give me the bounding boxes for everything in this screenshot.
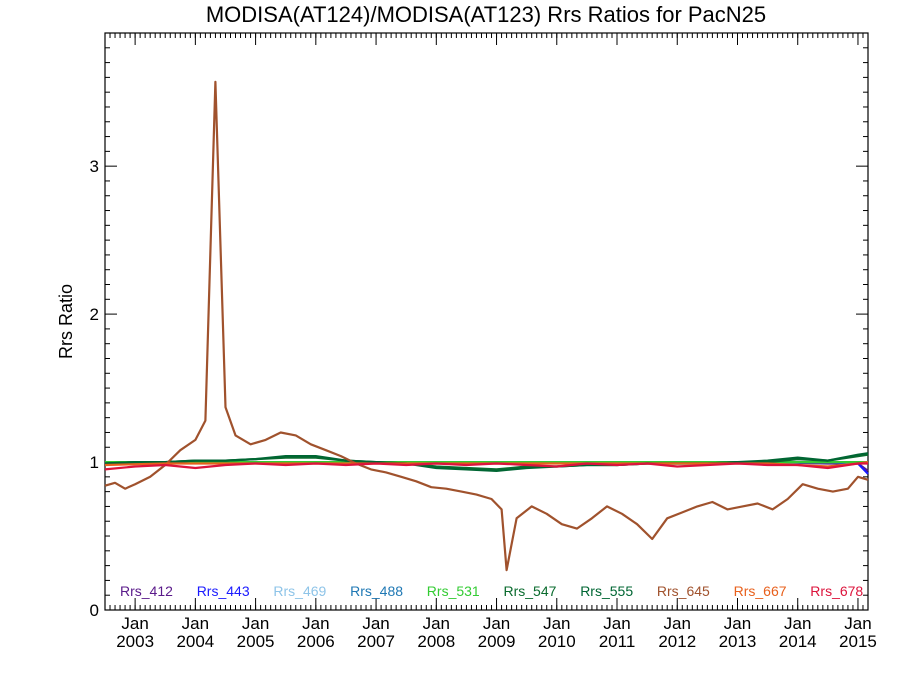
- x-tick-label-month: Jan: [242, 614, 269, 633]
- legend-entry-rrs-645: Rrs_645: [657, 583, 710, 599]
- series-line-rrs-645: [104, 80, 869, 572]
- x-tick-label-month: Jan: [603, 614, 630, 633]
- legend-entry-rrs-443: Rrs_443: [197, 583, 250, 599]
- series-line-rrs-555: [104, 452, 869, 472]
- plot-frame: [104, 32, 869, 611]
- legend-entry-rrs-678: Rrs_678: [810, 583, 863, 599]
- x-tick-label-year: 2014: [779, 632, 817, 651]
- x-tick-label-month: Jan: [121, 614, 148, 633]
- x-tick-label-year: 2011: [599, 632, 636, 651]
- y-tick-label: 0: [90, 601, 99, 620]
- x-tick-label-month: Jan: [844, 614, 871, 633]
- chart-title: MODISA(AT124)/MODISA(AT123) Rrs Ratios f…: [206, 2, 766, 27]
- y-tick-label: 3: [90, 157, 99, 176]
- x-tick-label-month: Jan: [724, 614, 751, 633]
- x-tick-label-month: Jan: [784, 614, 811, 633]
- x-tick-label-year: 2009: [478, 632, 516, 651]
- x-tick-label-month: Jan: [543, 614, 570, 633]
- x-tick-label-year: 2008: [417, 632, 455, 651]
- x-tick-label-month: Jan: [302, 614, 329, 633]
- x-tick-label-year: 2003: [116, 632, 154, 651]
- series-lines: [104, 80, 869, 572]
- series-line-rrs-678: [104, 462, 868, 471]
- legend-entry-rrs-531: Rrs_531: [427, 583, 480, 599]
- x-axis-ticks: Jan2003Jan2004Jan2005Jan2006Jan2007Jan20…: [104, 33, 877, 651]
- legend-entry-rrs-469: Rrs_469: [273, 583, 326, 599]
- x-tick-label-year: 2004: [176, 632, 214, 651]
- legend-entry-rrs-555: Rrs_555: [580, 583, 633, 599]
- x-tick-label-year: 2010: [538, 632, 576, 651]
- y-tick-label: 2: [90, 305, 99, 324]
- y-axis-ticks: 0 1 2 3: [90, 32, 868, 620]
- plot-border: [104, 32, 869, 611]
- x-tick-label-year: 2013: [719, 632, 757, 651]
- y-axis-label: Rrs Ratio: [56, 284, 76, 359]
- x-tick-label-year: 2012: [658, 632, 696, 651]
- x-tick-label-month: Jan: [664, 614, 691, 633]
- legend-entry-rrs-547: Rrs_547: [504, 583, 557, 599]
- x-tick-label-month: Jan: [483, 614, 510, 633]
- x-tick-label-month: Jan: [182, 614, 209, 633]
- x-tick-label-year: 2007: [357, 632, 395, 651]
- x-tick-label-month: Jan: [362, 614, 389, 633]
- x-tick-label-month: Jan: [423, 614, 450, 633]
- x-tick-label-year: 2006: [297, 632, 335, 651]
- legend-entry-rrs-667: Rrs_667: [734, 583, 787, 599]
- legend-entry-rrs-488: Rrs_488: [350, 583, 403, 599]
- x-tick-label-year: 2015: [839, 632, 877, 651]
- legend-entry-rrs-412: Rrs_412: [120, 583, 173, 599]
- x-tick-label-year: 2005: [237, 632, 275, 651]
- y-tick-label: 1: [90, 453, 99, 472]
- legend: Rrs_412 Rrs_443 Rrs_469 Rrs_488 Rrs_531 Rrs_5…: [120, 583, 863, 599]
